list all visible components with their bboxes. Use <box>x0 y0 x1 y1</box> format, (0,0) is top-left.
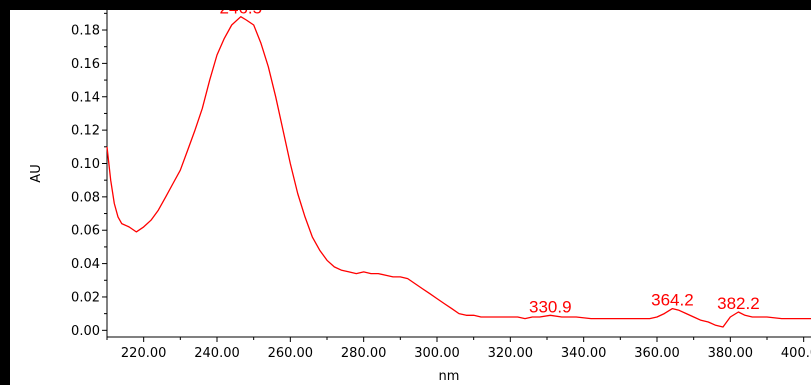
y-tick-label: 0.10 <box>71 157 100 172</box>
y-tick-label: 0.08 <box>71 190 100 205</box>
y-axis-title: AU <box>29 164 44 182</box>
peak-label: 382.2 <box>717 294 760 313</box>
x-tick-label: 300.00 <box>414 346 460 361</box>
x-tick-label: 220.00 <box>121 346 167 361</box>
y-tick-label: 0.04 <box>71 257 100 272</box>
x-tick-label: 400.00 <box>781 346 811 361</box>
peak-annotations: 246.5 330.9 364.2 382.2 <box>220 10 760 316</box>
y-tick-label: 0.16 <box>71 57 100 72</box>
x-tick-label: 260.00 <box>268 346 314 361</box>
x-tick-label: 320.00 <box>488 346 534 361</box>
y-tick-label: 0.14 <box>71 90 100 105</box>
peak-label: 246.5 <box>220 10 263 18</box>
y-tick-label: 0.02 <box>71 290 100 305</box>
spectrum-line <box>106 16 811 328</box>
axes <box>106 10 811 338</box>
x-tick-label: 380.00 <box>708 346 754 361</box>
y-tick-label: 0.12 <box>71 124 100 139</box>
y-tick-label: 0.06 <box>71 224 100 239</box>
chart-panel: 0.00 0.02 0.04 0.06 0.08 0.10 0.12 0.14 0.16 0.18… <box>10 10 811 385</box>
x-tick-label: 240.00 <box>194 346 240 361</box>
uv-spectrum-chart: 0.00 0.02 0.04 0.06 0.08 0.10 0.12 0.14 0.16 0.18… <box>29 10 811 384</box>
x-axis-title: nm <box>439 369 460 384</box>
tick-labels: 0.00 0.02 0.04 0.06 0.08 0.10 0.12 0.14 0.16 0.18… <box>71 24 811 361</box>
x-tick-label: 340.00 <box>561 346 607 361</box>
y-tick-label: 0.00 <box>71 324 100 339</box>
y-tick-label: 0.18 <box>71 24 100 39</box>
peak-label: 364.2 <box>651 291 694 310</box>
x-tick-label: 360.00 <box>634 346 680 361</box>
series-layer <box>106 16 811 328</box>
tick-marks <box>102 12 805 342</box>
peak-label: 330.9 <box>529 297 572 316</box>
x-tick-label: 280.00 <box>341 346 387 361</box>
